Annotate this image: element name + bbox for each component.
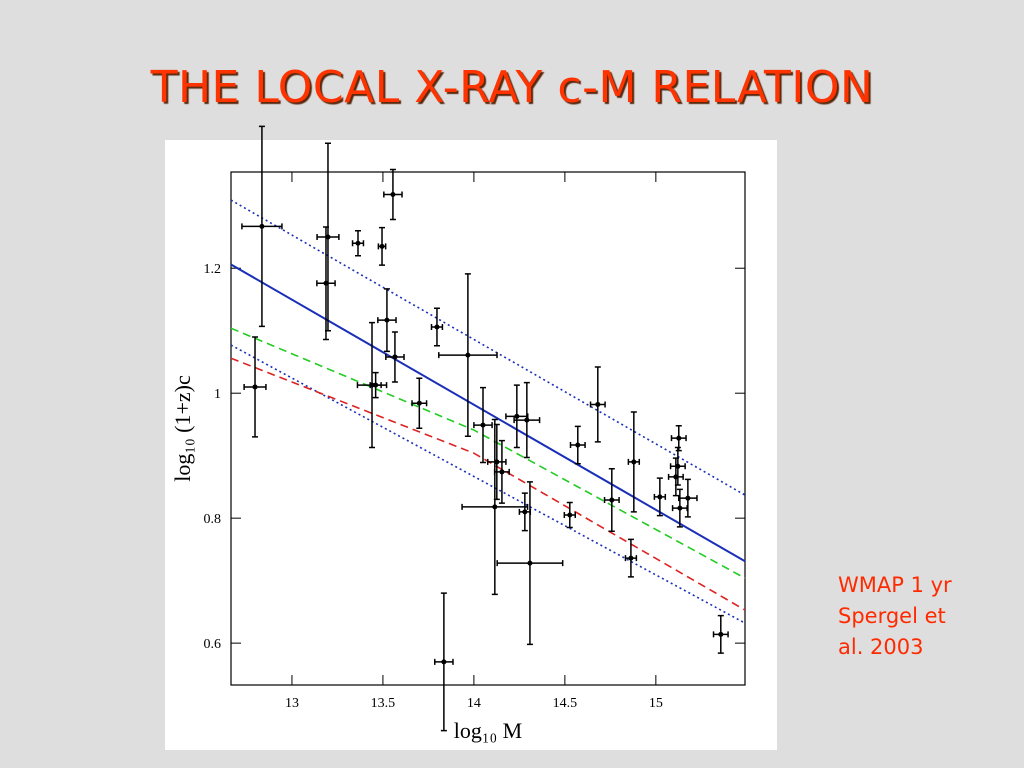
data-point: [685, 495, 691, 501]
data-point: [416, 400, 422, 406]
data-point: [628, 555, 634, 561]
data-point: [499, 469, 505, 475]
fit-line: [230, 344, 746, 624]
data-point: [392, 354, 398, 360]
annotation: WMAP 1 yr Spergel et al. 2003: [838, 570, 952, 663]
data-point: [355, 240, 361, 246]
y-tick-label: 1.2: [204, 262, 222, 277]
annotation-line: WMAP 1 yr: [838, 573, 952, 597]
data-point: [480, 422, 486, 428]
x-tick-label: 14.5: [553, 696, 578, 711]
data-point: [675, 463, 681, 469]
y-tick-label: 0.8: [204, 512, 222, 527]
slide-title: THE LOCAL X-RAY c-M RELATION: [150, 62, 874, 113]
data-point: [676, 435, 682, 441]
data-point: [323, 280, 329, 286]
fit-line: [230, 327, 746, 579]
data-point: [325, 234, 331, 240]
data-point: [373, 382, 379, 388]
data-point: [631, 459, 637, 465]
annotation-line: Spergel et: [838, 604, 946, 628]
x-tick-label: 13: [285, 696, 299, 711]
fit-line: [230, 357, 746, 611]
y-axis-label: log₁₀ (1+z)c: [170, 375, 195, 482]
plot-frame: [230, 171, 746, 686]
data-point: [567, 512, 573, 518]
x-tick-label: 15: [649, 696, 663, 711]
data-point: [575, 442, 581, 448]
data-point: [522, 509, 528, 515]
data-point: [609, 497, 615, 503]
data-point: [259, 223, 265, 229]
data-point: [673, 474, 679, 480]
data-point: [252, 384, 258, 390]
data-point: [494, 459, 500, 465]
data-point: [465, 352, 471, 358]
data-point: [524, 417, 530, 423]
data-point: [390, 191, 396, 197]
annotation-line: al. 2003: [838, 635, 924, 659]
data-point: [384, 317, 390, 323]
y-tick-label: 1: [214, 387, 221, 402]
data-point: [657, 494, 663, 500]
chart-panel: [165, 140, 777, 750]
data-point: [527, 560, 533, 566]
x-tick-label: 13.5: [371, 696, 396, 711]
x-axis-label: log₁₀ M: [454, 718, 523, 743]
data-point: [677, 505, 683, 511]
data-point: [379, 243, 385, 249]
y-tick-label: 0.6: [204, 637, 222, 652]
data-point: [595, 401, 601, 407]
data-point: [441, 659, 447, 665]
x-tick-label: 14: [467, 696, 481, 711]
data-point: [514, 413, 520, 419]
data-point: [492, 504, 498, 510]
data-point: [434, 324, 440, 330]
data-point: [718, 631, 724, 637]
fit-line: [230, 199, 746, 496]
